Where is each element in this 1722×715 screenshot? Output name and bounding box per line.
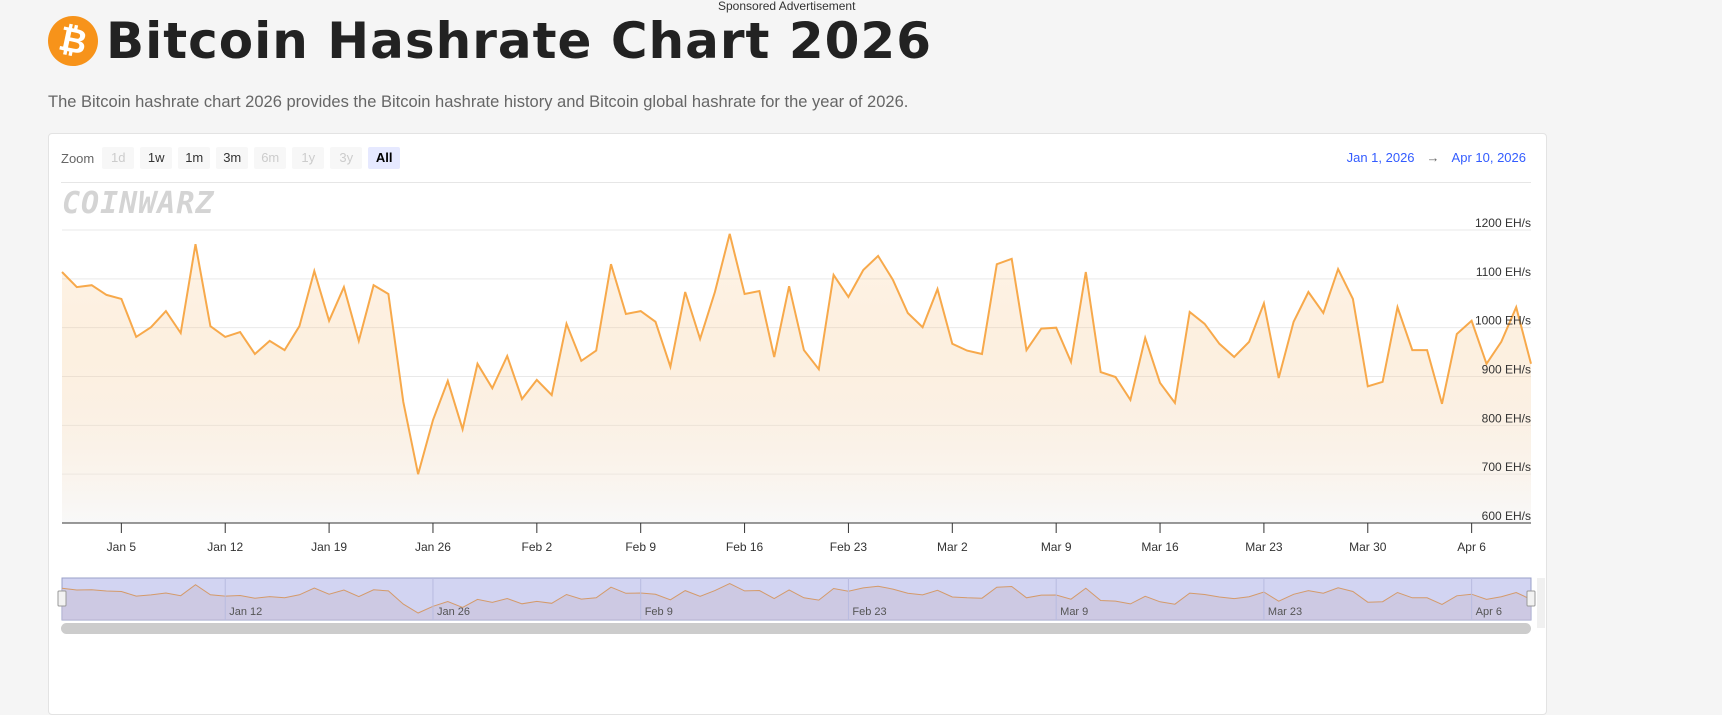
- y-tick-label: 700 EH/s: [1482, 460, 1531, 474]
- y-tick-label: 900 EH/s: [1482, 363, 1531, 377]
- coinwarz-watermark: COINWARZ: [62, 186, 215, 221]
- x-tick-label: Feb 16: [726, 540, 764, 554]
- y-tick-label: 1000 EH/s: [1475, 314, 1531, 328]
- zoom-controls: Zoom 1d 1w 1m 3m 6m 1y 3y All: [61, 147, 401, 169]
- zoom-1d-button[interactable]: 1d: [102, 147, 135, 169]
- x-tick-label: Mar 16: [1141, 540, 1179, 554]
- navigator-tick-label: Feb 23: [852, 606, 886, 618]
- zoom-label: Zoom: [61, 150, 95, 166]
- navigator-tick-label: Feb 9: [645, 606, 673, 618]
- page-scrollbar[interactable]: [1537, 578, 1545, 628]
- navigator-tick-label: Apr 6: [1476, 606, 1502, 618]
- navigator-scrollbar[interactable]: [61, 623, 1531, 634]
- x-tick-label: Mar 23: [1245, 540, 1283, 554]
- navigator-tick-label: Mar 9: [1060, 606, 1088, 618]
- x-tick-label: Mar 2: [937, 540, 968, 554]
- range-arrow-icon: →: [1426, 150, 1440, 165]
- range-to-input[interactable]: Apr 10, 2026: [1451, 150, 1526, 165]
- x-tick-label: Jan 19: [311, 540, 347, 554]
- navigator-tick-label: Jan 12: [229, 606, 262, 618]
- hashrate-area: [62, 233, 1531, 523]
- y-tick-label: 1100 EH/s: [1476, 265, 1531, 279]
- navigator-handle-right[interactable]: [1526, 590, 1536, 607]
- date-range: Jan 1, 2026 → Apr 10, 2026: [1347, 150, 1526, 165]
- page-subtitle: The Bitcoin hashrate chart 2026 provides…: [48, 93, 909, 111]
- zoom-3y-button[interactable]: 3y: [330, 147, 363, 169]
- hashrate-line: [61, 233, 1532, 475]
- x-tick-label: Jan 26: [415, 540, 451, 554]
- zoom-6m-button[interactable]: 6m: [254, 147, 287, 169]
- y-tick-label: 800 EH/s: [1482, 411, 1531, 425]
- x-tick-label: Feb 9: [625, 540, 656, 554]
- x-tick-label: Mar 30: [1349, 540, 1387, 554]
- zoom-all-button[interactable]: All: [368, 147, 401, 169]
- navigator-tick-label: Mar 23: [1268, 606, 1302, 618]
- x-tick-label: Feb 2: [521, 540, 552, 554]
- y-tick-label: 1200 EH/s: [1475, 216, 1531, 230]
- x-tick-label: Mar 9: [1041, 540, 1072, 554]
- x-tick-label: Jan 12: [207, 540, 243, 554]
- x-tick-label: Jan 5: [107, 540, 137, 554]
- range-from-input[interactable]: Jan 1, 2026: [1346, 150, 1415, 165]
- zoom-1w-button[interactable]: 1w: [140, 147, 173, 169]
- x-tick-label: Apr 6: [1457, 540, 1486, 554]
- navigator-handle-left[interactable]: [57, 590, 67, 607]
- navigator-area: [62, 583, 1531, 620]
- sponsored-label: Sponsored Advertisement: [718, 0, 856, 13]
- y-tick-label: 600 EH/s: [1482, 509, 1531, 523]
- zoom-3m-button[interactable]: 3m: [216, 147, 249, 169]
- x-tick-label: Feb 23: [830, 540, 868, 554]
- zoom-1m-button[interactable]: 1m: [178, 147, 211, 169]
- page-title: Bitcoin Hashrate Chart 2026: [106, 12, 932, 70]
- navigator-line: [61, 582, 1532, 614]
- zoom-1y-button[interactable]: 1y: [292, 147, 325, 169]
- toolbar-divider: [61, 182, 1531, 183]
- navigator-tick-label: Jan 26: [437, 606, 470, 618]
